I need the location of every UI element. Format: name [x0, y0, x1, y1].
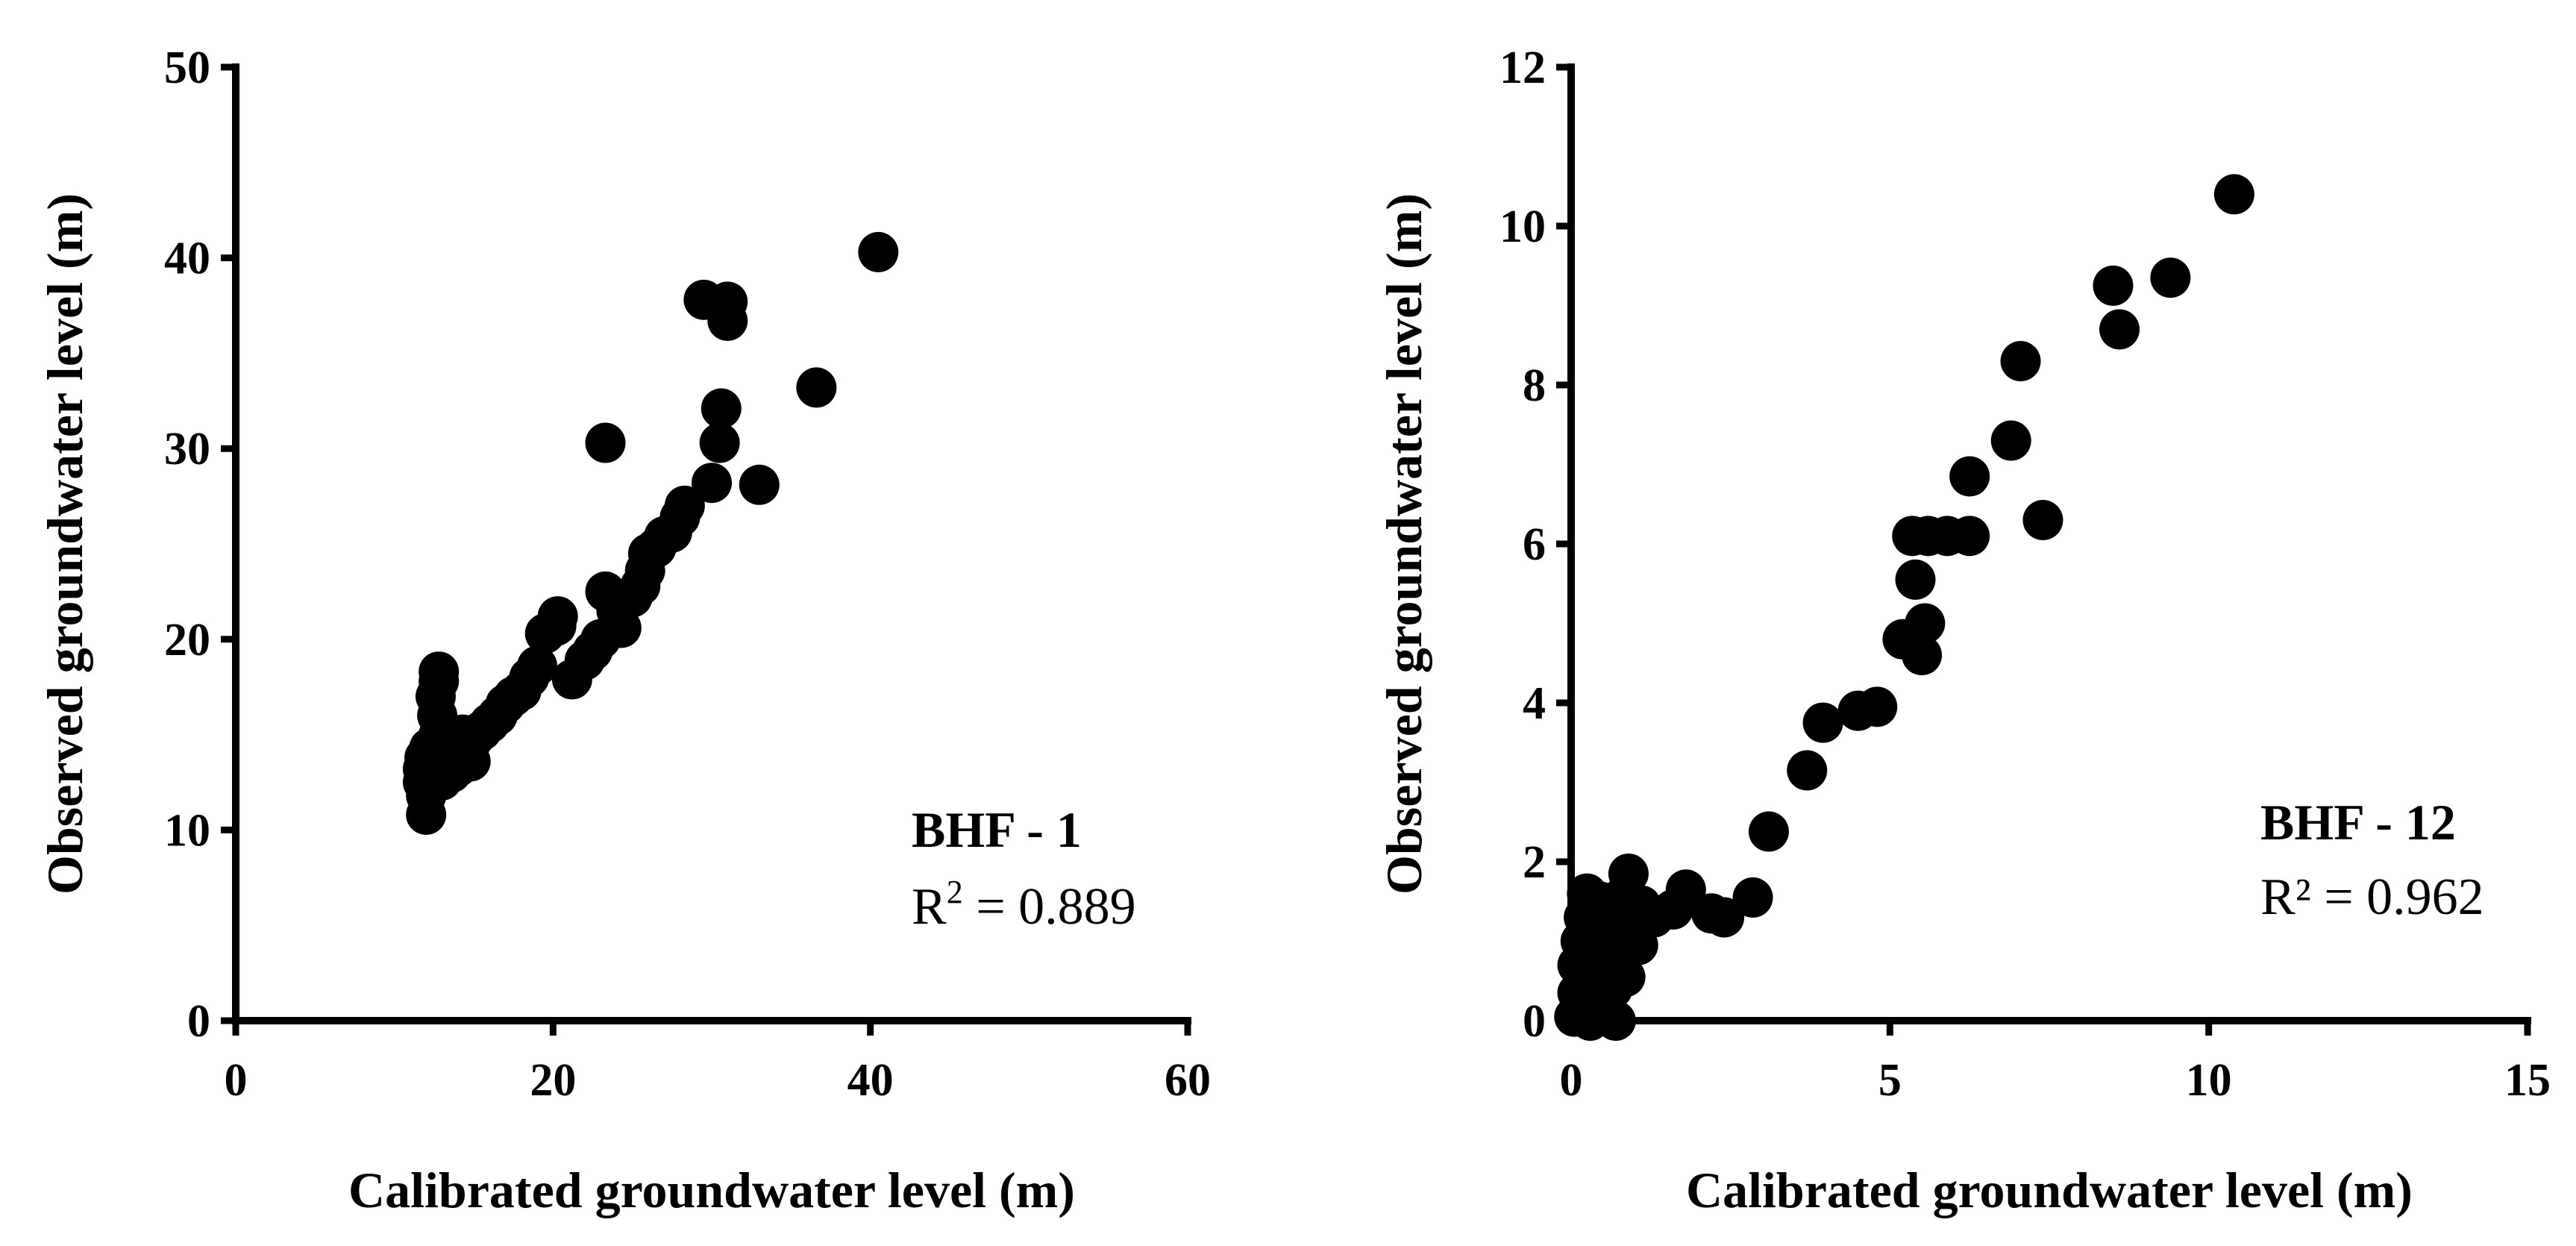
data-point	[2093, 265, 2134, 306]
data-point	[664, 485, 705, 526]
data-point	[739, 464, 780, 505]
data-point	[1802, 702, 1843, 743]
data-point	[692, 463, 732, 504]
series-name-annotation: BHF - 1	[912, 801, 1082, 858]
data-point	[419, 651, 460, 692]
x-tick-label: 0	[1560, 1055, 1583, 1106]
r-squared-superscript: ²	[2295, 868, 2311, 926]
data-point	[1605, 957, 1646, 998]
data-point	[1990, 420, 2031, 461]
data-point	[1787, 750, 1828, 791]
x-tick-label: 15	[2504, 1055, 2551, 1106]
r-squared-superscript: 2	[947, 874, 963, 910]
data-points	[402, 231, 899, 835]
data-point	[1949, 516, 1990, 557]
data-point	[537, 596, 578, 637]
data-point	[2099, 309, 2140, 350]
r-squared-prefix: R	[2260, 868, 2295, 926]
r-squared-annotation: R2 = 0.889	[912, 874, 1136, 936]
x-tick-label: 60	[1165, 1055, 1211, 1106]
data-point	[796, 367, 837, 408]
x-tick-label: 0	[225, 1055, 248, 1106]
x-axis-label: Calibrated groundwater level (m)	[348, 1162, 1075, 1218]
data-point	[2213, 174, 2254, 215]
r-squared-annotation: R² = 0.962	[2260, 868, 2484, 926]
data-point	[1902, 635, 1943, 676]
data-point	[1608, 853, 1649, 894]
data-point	[601, 607, 642, 648]
data-point	[2150, 257, 2191, 298]
data-points	[1554, 174, 2254, 1041]
data-point	[1905, 603, 1946, 644]
y-tick-label: 0	[187, 996, 210, 1047]
data-point	[1857, 686, 1898, 727]
y-tick-label: 8	[1523, 360, 1546, 411]
y-tick-label: 10	[164, 805, 210, 856]
data-point	[701, 388, 742, 429]
y-tick-label: 4	[1523, 678, 1546, 729]
y-tick-label: 12	[1499, 43, 1546, 93]
x-tick-label: 10	[2186, 1055, 2232, 1106]
y-tick-label: 0	[1523, 996, 1546, 1047]
y-tick-label: 2	[1523, 837, 1546, 888]
data-point	[1704, 897, 1745, 938]
data-point	[1665, 869, 1706, 910]
y-axis-label: Observed groundwater level (m)	[37, 193, 93, 895]
data-point	[517, 645, 558, 686]
data-point	[1949, 456, 1990, 497]
data-point	[707, 300, 748, 341]
data-point	[1595, 1001, 1636, 1041]
data-point	[1748, 811, 1789, 852]
r-squared-value: = 0.962	[2311, 868, 2484, 926]
series-name-annotation: BHF - 12	[2260, 794, 2456, 851]
data-point	[2022, 500, 2063, 541]
chart-panel-bhf-12: 0 2 4 6 8 10 12 0 5 10 15 Calibrated groundwater l…	[1376, 43, 2551, 1218]
axis-ticks: 0 10 20 30 40 50 0 20 40 60	[164, 43, 1211, 1106]
y-tick-label: 50	[164, 43, 210, 93]
data-point	[699, 422, 740, 463]
data-point	[858, 231, 899, 272]
x-axis-label: Calibrated groundwater level (m)	[1686, 1162, 2413, 1218]
x-tick-label: 40	[847, 1055, 894, 1106]
data-point	[1895, 559, 1936, 600]
axis-ticks: 0 2 4 6 8 10 12 0 5 10 15	[1499, 43, 2551, 1106]
r-squared-prefix: R	[912, 878, 947, 936]
x-tick-label: 20	[530, 1055, 576, 1106]
data-point	[1732, 877, 1773, 918]
x-tick-label: 5	[1878, 1055, 1902, 1106]
chart-panel-bhf-1: 0 10 20 30 40 50 0 20 40 60 Calibrated groundwate…	[37, 43, 1211, 1218]
y-tick-label: 30	[164, 424, 210, 475]
y-tick-label: 40	[164, 234, 210, 284]
r-squared-value: = 0.889	[963, 878, 1136, 936]
y-tick-label: 6	[1523, 519, 1546, 570]
data-point	[2000, 341, 2041, 382]
y-tick-label: 20	[164, 615, 210, 666]
y-tick-label: 10	[1499, 201, 1546, 252]
y-axis-label: Observed groundwater level (m)	[1376, 193, 1432, 895]
data-point	[585, 422, 626, 463]
